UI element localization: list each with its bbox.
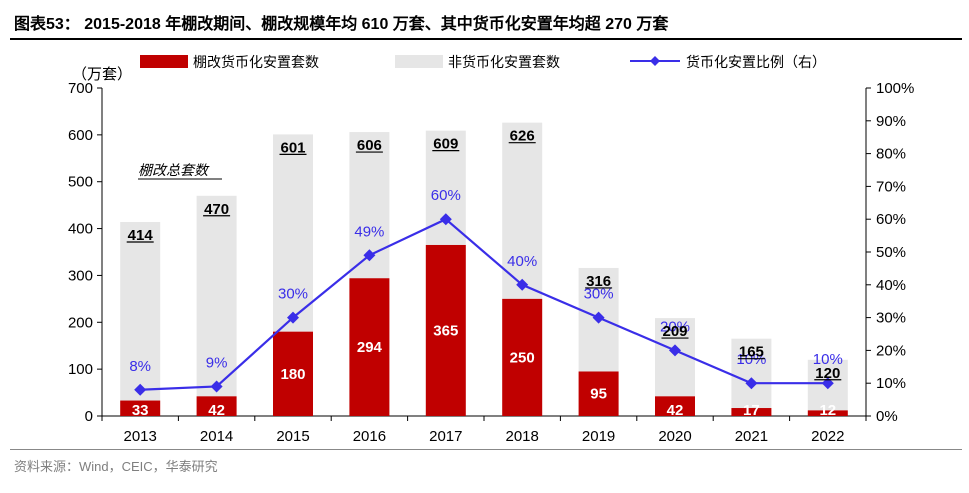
x-tick-label: 2014 xyxy=(200,428,233,445)
ratio-marker xyxy=(287,311,299,324)
ratio-marker xyxy=(363,249,376,262)
ratio-label: 20% xyxy=(660,318,690,335)
y2-tick-label: 30% xyxy=(876,310,906,327)
ratio-label: 30% xyxy=(278,286,308,303)
x-tick-label: 2016 xyxy=(353,428,386,445)
ratio-label: 49% xyxy=(354,223,384,240)
bar-monetized xyxy=(731,408,772,416)
total-label: 414 xyxy=(128,227,154,244)
y-axis-unit-label: （万套） xyxy=(72,66,132,83)
bar-value-label: 42 xyxy=(667,402,684,419)
y2-tick-label: 50% xyxy=(876,244,906,261)
total-label: 165 xyxy=(739,344,764,361)
ratio-label: 8% xyxy=(129,358,151,375)
legend-swatch-ratio-marker xyxy=(650,56,660,66)
y-tick-label: 100 xyxy=(68,361,93,378)
total-label: 626 xyxy=(510,128,535,145)
bar-value-label: 180 xyxy=(280,366,305,383)
bar-monetized xyxy=(273,331,313,416)
legend-label-ratio: 货币化安置比例（右） xyxy=(686,54,826,70)
legend-label-non-monetized: 非货币化安置套数 xyxy=(448,54,560,70)
ratio-label: 9% xyxy=(206,354,228,371)
x-tick-label: 2020 xyxy=(658,428,691,445)
bar-value-label: 250 xyxy=(510,349,535,366)
bar-non-monetized xyxy=(731,338,772,409)
y2-tick-label: 70% xyxy=(876,178,906,195)
page-title: 图表53： 2015-2018 年棚改期间、棚改规模年均 610 万套、其中货币… xyxy=(14,16,669,33)
ratio-marker xyxy=(592,311,605,324)
legend-swatch-non-monetized xyxy=(395,55,443,68)
y-tick-label: 200 xyxy=(68,314,93,331)
total-label: 606 xyxy=(357,137,382,154)
x-tick-label: 2013 xyxy=(124,428,157,445)
ratio-label: 40% xyxy=(507,253,537,270)
ratio-label: 60% xyxy=(431,187,461,204)
y-tick-label: 700 xyxy=(68,80,93,97)
footer-divider xyxy=(10,449,962,450)
ratio-marker xyxy=(134,383,147,396)
y-tick-label: 0 xyxy=(85,408,93,425)
bar-value-label: 95 xyxy=(590,386,607,403)
bar-monetized xyxy=(196,396,237,416)
y2-tick-label: 20% xyxy=(876,342,906,359)
bar-value-label: 17 xyxy=(743,402,760,419)
x-tick-label: 2019 xyxy=(582,428,615,445)
bar-monetized xyxy=(120,400,161,416)
y-tick-label: 600 xyxy=(68,127,93,144)
bar-monetized xyxy=(655,396,695,416)
total-label: 120 xyxy=(815,365,840,382)
ratio-label: 30% xyxy=(584,286,614,303)
y2-tick-label: 100% xyxy=(876,80,914,97)
total-label: 609 xyxy=(433,136,458,153)
legend-swatch-monetized xyxy=(140,55,188,68)
x-tick-label: 2017 xyxy=(429,428,462,445)
ratio-label: 10% xyxy=(736,351,766,368)
x-tick-label: 2022 xyxy=(811,428,844,445)
total-label: 470 xyxy=(204,201,229,218)
bar-monetized xyxy=(807,410,848,416)
y2-tick-label: 40% xyxy=(876,277,906,294)
y-tick-label: 300 xyxy=(68,267,93,284)
y2-tick-label: 60% xyxy=(876,211,906,228)
y2-tick-label: 90% xyxy=(876,113,906,130)
y2-tick-label: 10% xyxy=(876,375,906,392)
legend: 棚改货币化安置套数 非货币化安置套数 货币化安置比例（右） xyxy=(140,54,826,70)
total-label: 209 xyxy=(662,323,687,340)
bar-value-label: 12 xyxy=(819,402,836,419)
ratio-marker xyxy=(210,380,223,393)
bar-non-monetized xyxy=(273,134,313,332)
total-annotation: 棚改总套数 xyxy=(138,162,210,178)
y-tick-label: 500 xyxy=(68,174,93,191)
ratio-marker xyxy=(669,344,681,357)
x-tick-label: 2015 xyxy=(276,428,309,445)
ratio-label: 10% xyxy=(813,351,843,368)
y2-tick-label: 80% xyxy=(876,146,906,163)
bar-monetized xyxy=(502,298,543,416)
y-tick-label: 400 xyxy=(68,221,93,238)
bar-value-label: 294 xyxy=(357,339,383,356)
total-label: 316 xyxy=(586,273,611,290)
ratio-marker xyxy=(439,213,452,226)
bar-non-monetized xyxy=(196,195,237,397)
legend-label-monetized: 棚改货币化安置套数 xyxy=(193,54,319,70)
bar-value-label: 42 xyxy=(208,402,225,419)
total-label: 601 xyxy=(280,139,305,156)
ratio-line xyxy=(140,217,828,391)
source-note: 资料来源：Wind，CEIC，华泰研究 xyxy=(14,459,218,474)
title-divider xyxy=(10,38,962,40)
y2-tick-label: 0% xyxy=(876,408,898,425)
bar-monetized xyxy=(578,371,619,416)
bar-value-label: 33 xyxy=(132,402,149,419)
ratio-marker xyxy=(745,377,758,390)
bar-monetized xyxy=(349,278,390,416)
x-tick-label: 2018 xyxy=(506,428,539,445)
x-tick-label: 2021 xyxy=(735,428,768,445)
ratio-marker xyxy=(516,278,529,291)
bar-value-label: 365 xyxy=(433,322,458,339)
bar-non-monetized xyxy=(120,222,161,401)
bar-monetized xyxy=(425,244,466,416)
bar-non-monetized xyxy=(502,122,543,299)
